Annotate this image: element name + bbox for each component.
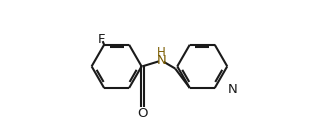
Text: N: N	[228, 83, 238, 96]
Text: H: H	[157, 46, 166, 59]
Text: F: F	[97, 32, 105, 45]
Text: O: O	[137, 107, 148, 120]
Text: N: N	[157, 54, 167, 67]
